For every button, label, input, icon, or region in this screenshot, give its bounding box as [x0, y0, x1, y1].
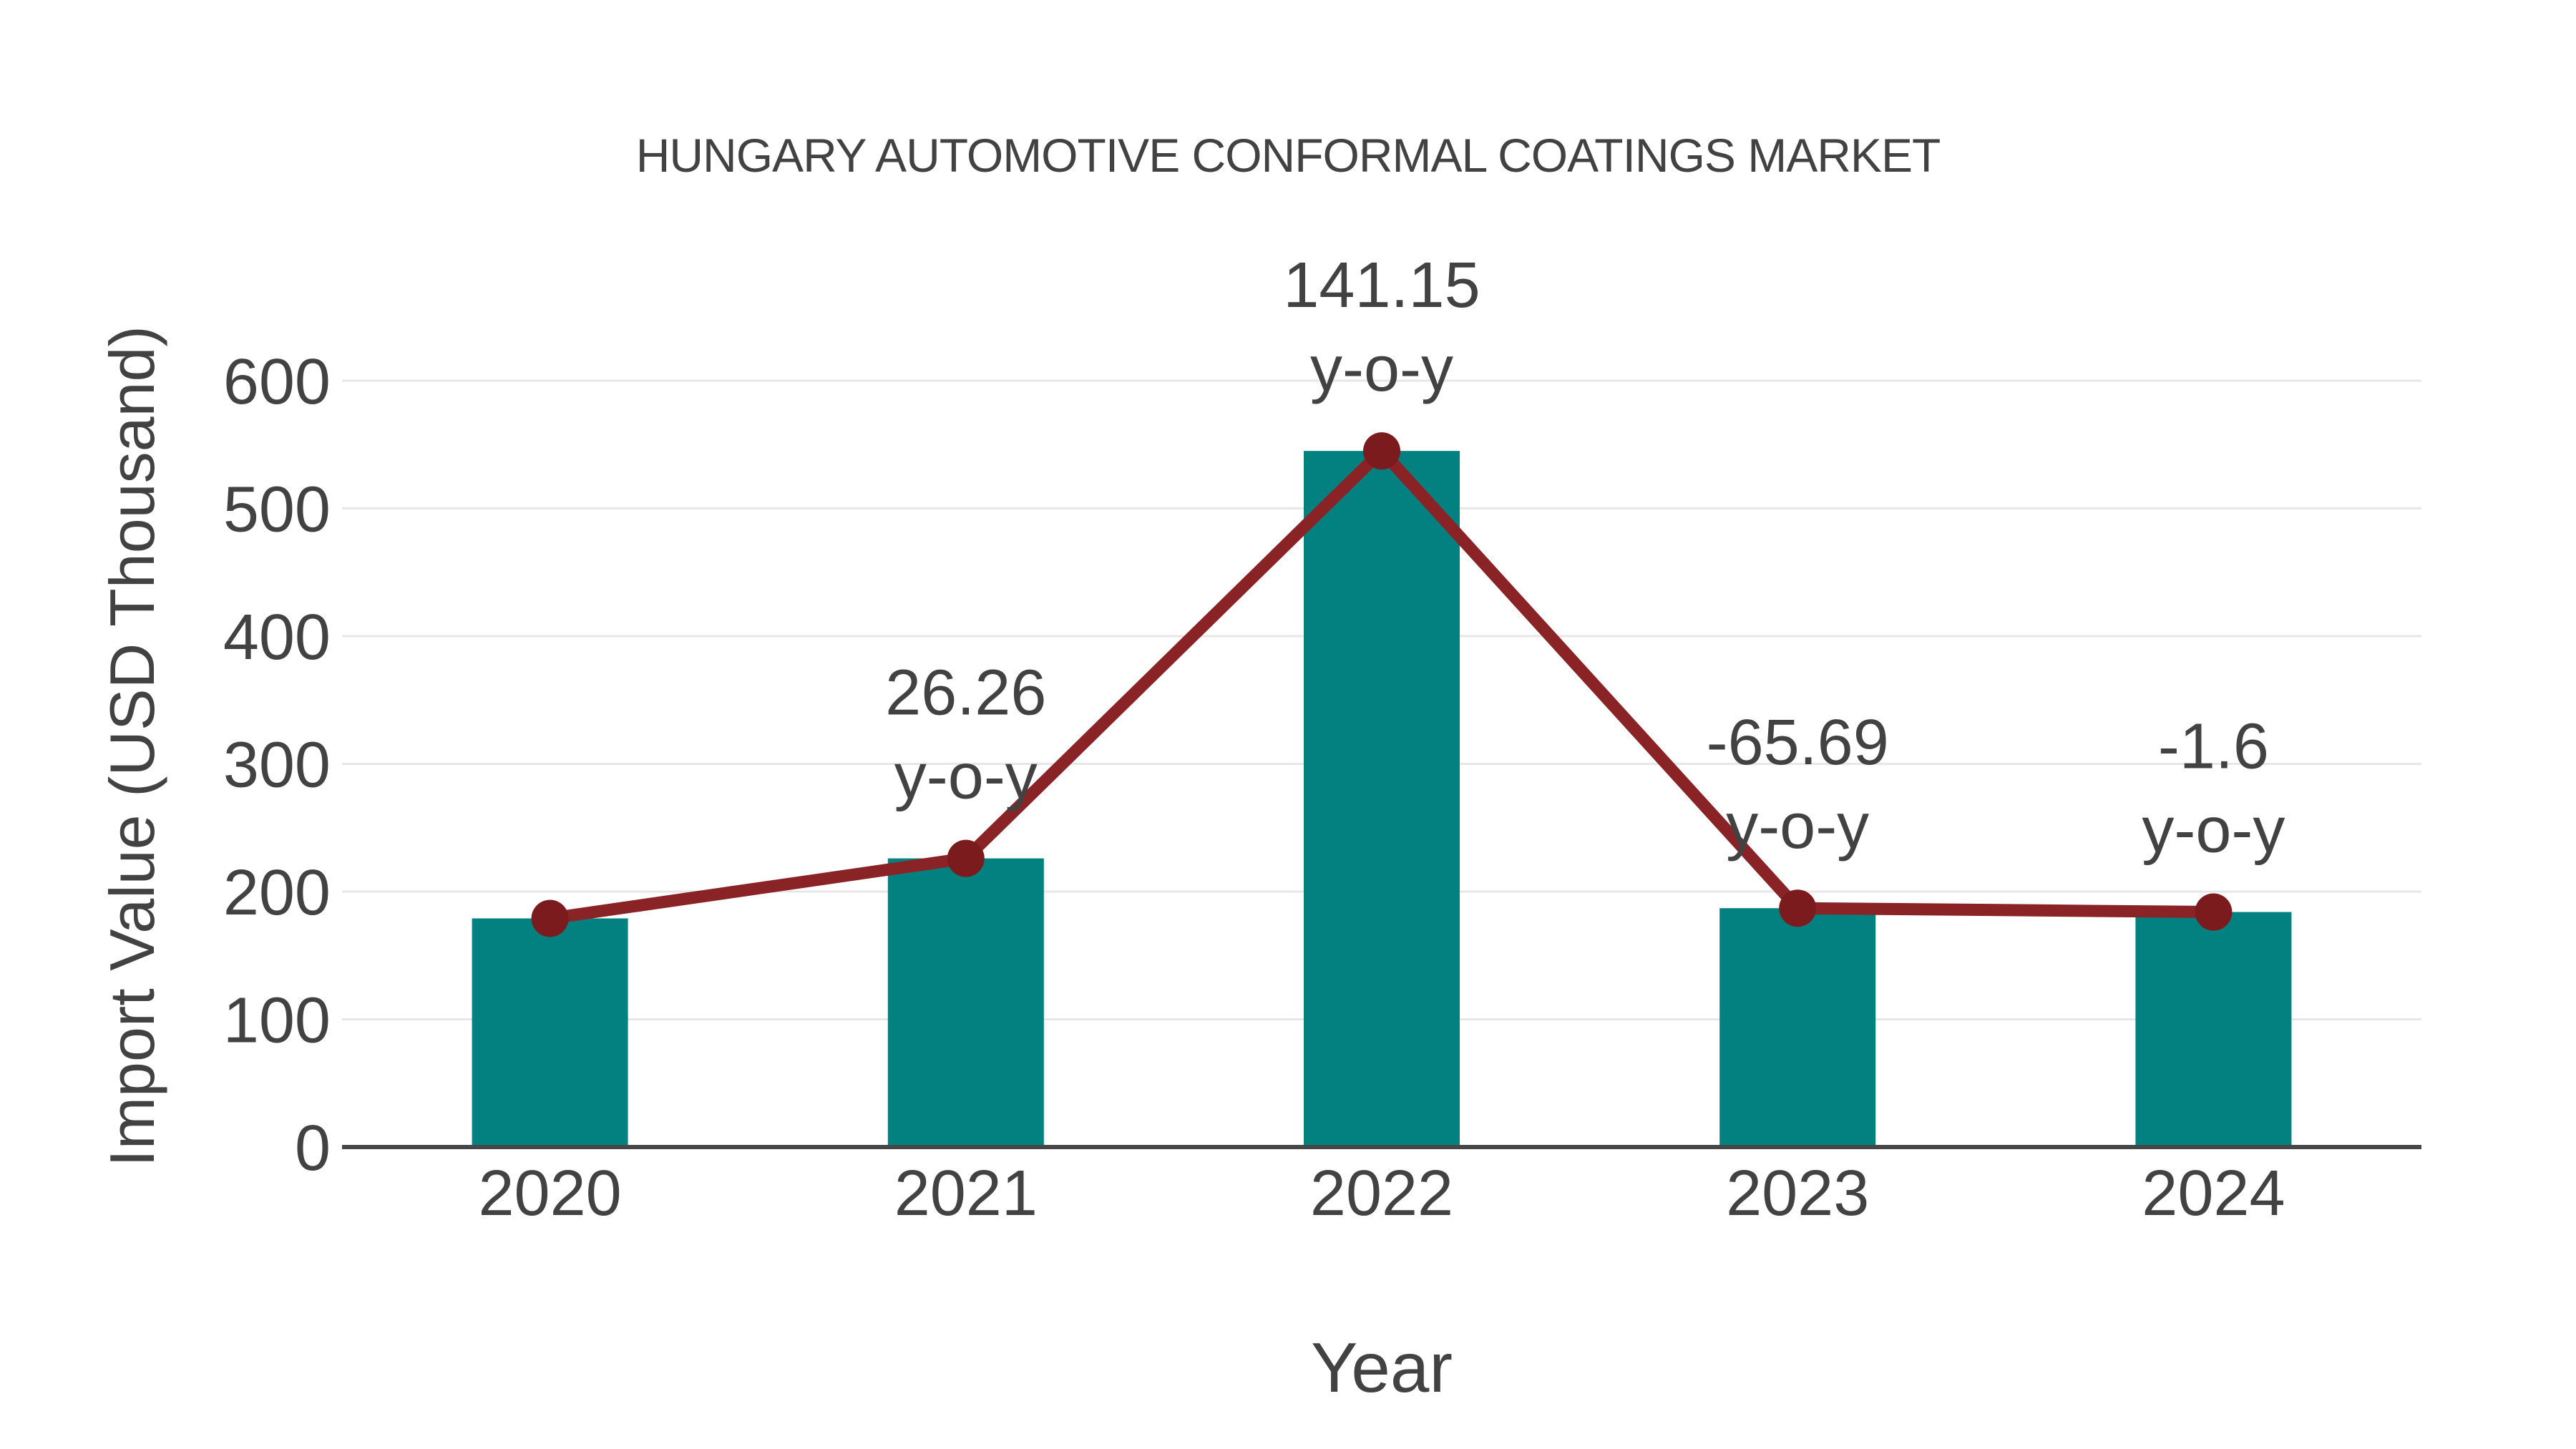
bar-2022 — [1304, 451, 1460, 1147]
bar-2021 — [887, 858, 1044, 1147]
trend-marker-2023 — [1779, 889, 1817, 927]
bar-2023 — [1719, 908, 1876, 1147]
x-tick-label-2022: 2022 — [1310, 1158, 1453, 1229]
y-tick-label-200: 200 — [223, 857, 331, 929]
annotation-value-2021: 26.26 — [885, 658, 1046, 729]
annotation-unit-2021: y-o-y — [894, 741, 1038, 813]
y-tick-label-300: 300 — [223, 730, 331, 801]
annotation-value-2024: -1.6 — [2158, 711, 2269, 783]
y-tick-label-100: 100 — [223, 985, 331, 1057]
chart-title: HUNGARY AUTOMOTIVE CONFORMAL COATINGS MA… — [635, 129, 1941, 182]
y-tick-label-600: 600 — [223, 346, 331, 418]
annotation-unit-2024: y-o-y — [2142, 795, 2285, 867]
trend-marker-2024 — [2195, 893, 2233, 931]
x-tick-label-2024: 2024 — [2142, 1158, 2285, 1229]
x-tick-label-2023: 2023 — [1726, 1158, 1869, 1229]
y-tick-label-0: 0 — [295, 1113, 331, 1184]
annotation-value-2022: 141.15 — [1283, 250, 1480, 321]
x-tick-label-2021: 2021 — [894, 1158, 1038, 1229]
y-tick-label-400: 400 — [223, 602, 331, 673]
trend-marker-2022 — [1363, 432, 1400, 470]
y-tick-label-500: 500 — [223, 474, 331, 546]
x-tick-label-2020: 2020 — [478, 1158, 621, 1229]
trend-marker-2020 — [531, 899, 569, 937]
bar-2024 — [2135, 912, 2292, 1147]
trend-marker-2021 — [947, 839, 985, 877]
bar-2020 — [472, 918, 628, 1147]
annotation-unit-2022: y-o-y — [1310, 333, 1453, 405]
x-axis-title: Year — [1310, 1328, 1453, 1407]
annotation-value-2023: -65.69 — [1707, 707, 1889, 779]
annotation-unit-2023: y-o-y — [1726, 791, 1869, 862]
